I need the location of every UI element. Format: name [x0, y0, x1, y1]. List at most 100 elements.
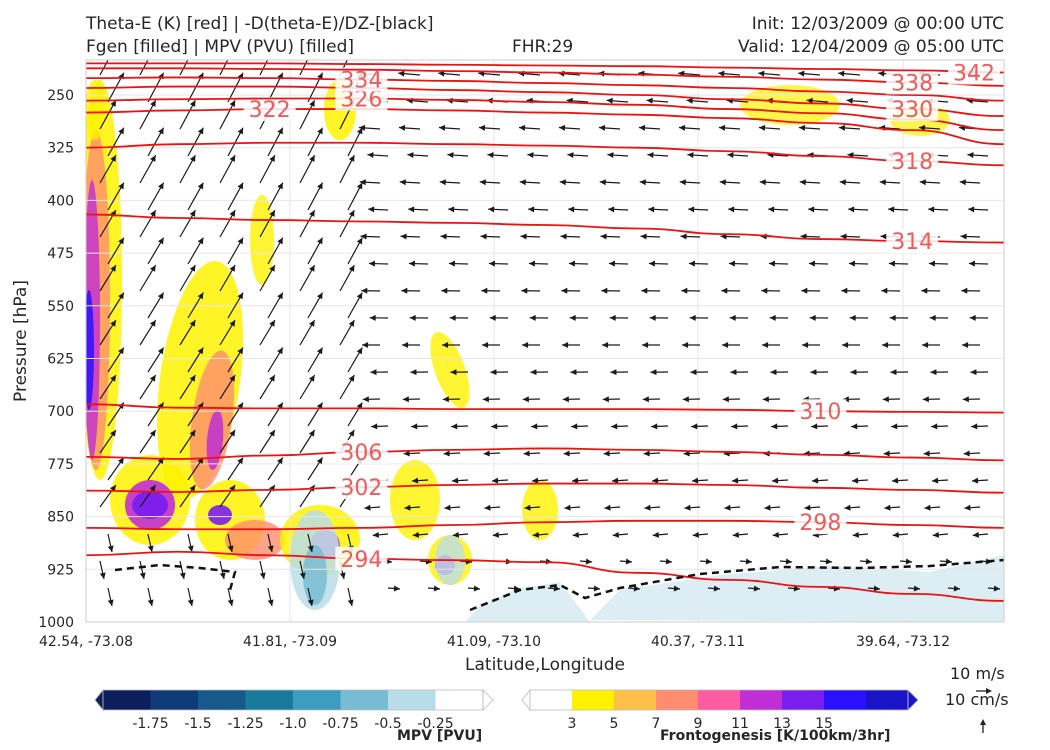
wind-vector-head [838, 70, 845, 77]
y-tick-label: 550 [47, 299, 74, 315]
wind-vector-head [299, 572, 306, 579]
wind-vector-head [442, 342, 449, 349]
wind-vector-head [731, 423, 738, 430]
wind-vector-head [440, 233, 447, 240]
wind-vector-head [491, 477, 499, 484]
wind-vector-head [921, 287, 928, 294]
wind-vector-head [798, 70, 805, 77]
wind-vector-head [267, 599, 274, 606]
wind-vector-head [931, 423, 938, 430]
wind-vector-head [969, 314, 976, 321]
wind-vector-head [758, 124, 766, 131]
wind-vector-head [348, 265, 355, 272]
wind-vector-head [110, 429, 116, 437]
wind-vector-head [808, 260, 815, 267]
wind-vector-head [728, 206, 735, 213]
wind-vector-head [490, 369, 497, 376]
wind-vector-head [187, 599, 194, 606]
wind-vector-head [561, 287, 568, 294]
wind-vector-head [879, 179, 886, 186]
wind-vector-head [229, 375, 236, 382]
wind-vector-head [369, 314, 376, 321]
colorbar-tick-label: 3 [568, 716, 577, 732]
wind-vector-head [482, 342, 489, 349]
wind-vector-head [924, 504, 931, 511]
wind-vector-head [237, 347, 244, 355]
wind-vector-head [368, 260, 375, 267]
wind-vector-head [839, 179, 846, 186]
wind-vector-head [179, 572, 186, 579]
theta-e-label: 322 [249, 98, 291, 123]
theta-e-contour [86, 62, 1004, 74]
wind-vector-head [840, 233, 847, 240]
wind-vector-head [607, 152, 614, 159]
wind-vector-head [229, 265, 236, 272]
init-time: Init: 12/03/2009 @ 00:00 UTC [751, 14, 1004, 34]
theta-e-label: 334 [340, 69, 382, 94]
colorbar-swatch [293, 690, 341, 710]
wind-vector-head [638, 124, 646, 131]
x-tick-label: 42.54, -73.08 [39, 634, 133, 650]
wind-vector-head [945, 558, 952, 565]
theta-e-label: 314 [891, 230, 933, 255]
wind-vector-head [884, 504, 891, 511]
wind-vector-head [928, 260, 935, 267]
theta-e-contour [86, 213, 1004, 244]
wind-vector-head [825, 558, 832, 565]
theta-e-label: 330 [891, 98, 933, 123]
wind-vector-head [522, 342, 529, 349]
wind-vector-head [158, 127, 164, 135]
wind-ref-vertical: 10 cm/s [945, 690, 1009, 709]
wind-vector-head [409, 314, 416, 321]
shaded-blob [303, 545, 327, 605]
wind-vector-head [492, 531, 499, 538]
wind-vector-head [612, 531, 619, 538]
y-tick-label: 250 [47, 88, 74, 104]
wind-vector-head [447, 152, 454, 159]
wind-vector-head [633, 585, 640, 592]
wind-vector-head [850, 369, 857, 376]
wind-vector-head [316, 292, 323, 300]
theta-e-contour [86, 447, 1004, 462]
wind-vector-head [400, 233, 407, 240]
wind-vector-head [411, 423, 418, 430]
wind-vector-head [393, 585, 400, 592]
wind-vector-head [524, 504, 531, 511]
wind-vector-head [688, 260, 695, 267]
wind-vector-head [705, 558, 712, 565]
wind-vector-head [599, 179, 606, 186]
wind-vector-head [237, 457, 244, 465]
wind-vector-head [713, 585, 720, 592]
wind-vector-head [649, 314, 656, 321]
x-axis-ticks: 42.54, -73.08 41.81, -73.09 41.09, -73.10 4… [39, 634, 950, 650]
wind-vector-head [849, 314, 856, 321]
wind-vector-head [438, 124, 446, 131]
wind-vector-head [118, 127, 124, 135]
wind-vector-head [448, 260, 455, 267]
wind-vector-head [802, 342, 809, 349]
wind-reference-arrows [976, 688, 992, 733]
wind-vector-head [928, 206, 935, 213]
wind-vector-head [604, 504, 611, 511]
wind-vector-head [139, 572, 146, 579]
wind-vector-head [189, 100, 196, 107]
wind-vector-head [602, 396, 609, 403]
wind-vector-head [197, 237, 204, 245]
wind-vector-head [229, 320, 236, 327]
colorbar-swatch [740, 690, 783, 710]
colorbar-swatch [388, 690, 436, 710]
wind-vector-head [157, 237, 164, 245]
wind-vector-head [851, 423, 858, 430]
wind-vector-head [408, 206, 415, 213]
wind-vector-head [484, 504, 491, 511]
wind-vector-head [433, 585, 440, 592]
wind-vector-head [307, 599, 314, 606]
wind-vector-head [190, 45, 195, 52]
wind-vector-head [229, 155, 236, 162]
wind-vector-head [230, 45, 235, 52]
x-tick-label: 41.09, -73.10 [447, 634, 541, 650]
wind-vector-head [157, 292, 164, 300]
theta-e-label: 298 [799, 511, 841, 536]
wind-vector-head [531, 423, 538, 430]
colorbar-swatch [572, 690, 615, 710]
